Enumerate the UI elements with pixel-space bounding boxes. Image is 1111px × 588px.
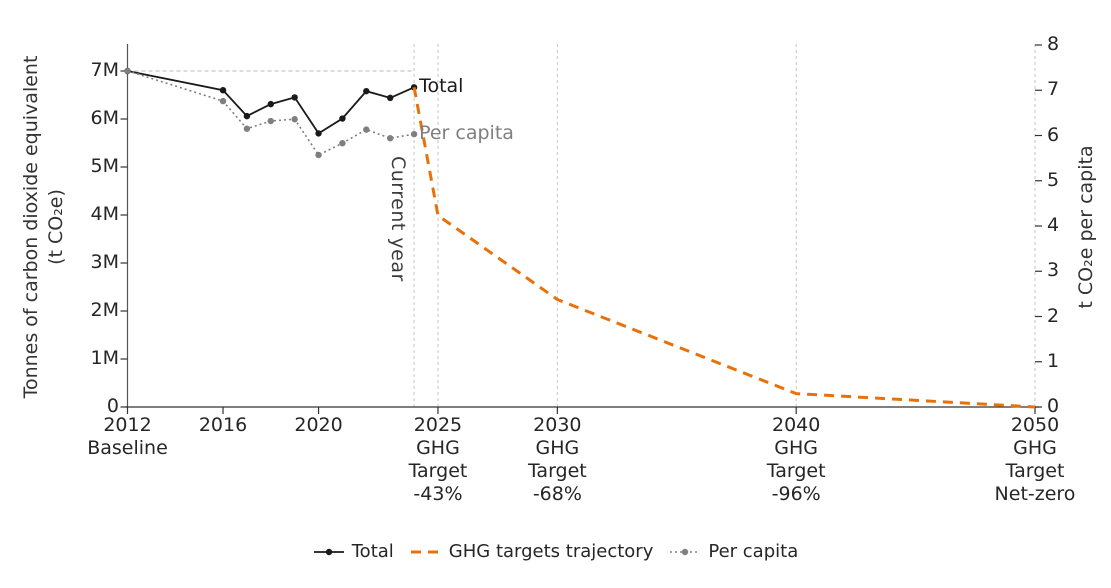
legend-item-ghg-targets-trajectory: GHG targets trajectory — [410, 541, 654, 562]
data-point-marker — [386, 135, 394, 142]
data-point-marker — [339, 139, 346, 147]
x-tick-line: GHG — [1013, 437, 1057, 459]
current-year-label: Current year — [387, 156, 410, 282]
data-point-marker — [315, 151, 322, 159]
x-tick-label-2025: 2025 GHG Target -43% — [358, 414, 518, 506]
x-tick-line: GHG — [535, 437, 580, 459]
x-tick-line: 2016 — [198, 414, 248, 436]
total-line-marker-icon — [313, 548, 344, 555]
x-tick-label-2016: 2016 — [143, 414, 303, 437]
x-tick-line: Net-zero — [994, 483, 1076, 505]
y-left-tick-label: 6M — [90, 107, 119, 129]
x-tick-line: GHG — [774, 437, 819, 459]
legend-item-total: Total — [313, 541, 394, 562]
y-left-tick-label: 0 — [106, 395, 119, 417]
data-point-marker — [410, 130, 418, 138]
y-right-tick-label: 3 — [1047, 259, 1060, 282]
y-right-tick-label: 4 — [1047, 214, 1060, 236]
data-point-marker — [291, 116, 298, 123]
data-point-marker — [291, 94, 298, 101]
x-tick-line: 2050 — [1010, 414, 1060, 436]
dotted-line-marker-icon — [670, 548, 701, 555]
data-point-marker — [219, 87, 227, 94]
per-capita-line-label: Per capita — [419, 122, 514, 145]
legend-label-ghg-targets-trajectory: GHG targets trajectory — [448, 541, 654, 562]
y-left-tick-label: 4M — [90, 203, 119, 225]
y-left-tick-label: 1M — [90, 347, 119, 369]
data-point-marker — [243, 112, 251, 120]
x-tick-label-2040: 2040 GHG Target -96% — [716, 414, 876, 506]
x-tick-label-2020: 2020 — [239, 414, 399, 437]
x-tick-line: Baseline — [87, 437, 168, 459]
data-point-marker — [267, 100, 274, 108]
y-right-tick-label: 7 — [1047, 78, 1060, 101]
x-tick-line: Target — [766, 460, 826, 482]
y-right-tick-label: 1 — [1047, 349, 1060, 372]
left-axis-title-line1: Tonnes of carbon dioxide equivalent — [20, 55, 42, 399]
legend-item-per-capita: Per capita — [669, 541, 798, 562]
legend: Total GHG targets trajectory Per capita — [0, 541, 1111, 562]
x-tick-line: -68% — [532, 483, 582, 505]
data-point-marker — [386, 94, 394, 102]
y-right-tick-label: 0 — [1047, 395, 1060, 417]
right-axis-title: t CO₂e per capita — [1075, 145, 1097, 309]
data-point-marker — [124, 67, 131, 74]
x-tick-line: 2020 — [294, 414, 343, 436]
x-tick-line: 2040 — [771, 414, 821, 436]
total-line-label: Total — [419, 75, 464, 98]
legend-label-per-capita: Per capita — [708, 541, 799, 562]
data-point-marker — [267, 117, 274, 125]
x-tick-label-2050: 2050 GHG Target Net-zero — [955, 414, 1111, 506]
series-line — [127, 70, 415, 157]
data-point-marker — [315, 130, 322, 137]
x-tick-line: -96% — [771, 483, 821, 505]
dashed-line-marker-icon — [410, 550, 441, 553]
series-line — [127, 70, 415, 135]
x-tick-line: Target — [1005, 460, 1065, 482]
y-right-tick-label: 2 — [1047, 304, 1060, 327]
legend-label-total: Total — [351, 541, 394, 562]
data-point-marker — [219, 97, 227, 105]
y-left-tick-label: 3M — [90, 251, 119, 273]
x-tick-line: Target — [408, 460, 468, 482]
y-left-tick-label: 5M — [90, 155, 119, 177]
x-tick-line: 2025 — [413, 414, 463, 436]
data-point-marker — [243, 125, 251, 132]
series-line — [412, 87, 1036, 409]
y-left-tick-label: 7M — [90, 59, 119, 81]
x-tick-label-2030: 2030 GHG Target -68% — [477, 414, 637, 506]
y-right-tick-label: 6 — [1047, 123, 1060, 146]
x-tick-line: 2030 — [533, 414, 582, 436]
data-point-marker — [339, 115, 346, 122]
data-point-marker — [363, 87, 370, 95]
data-point-marker — [363, 126, 370, 133]
x-tick-line: Target — [527, 460, 587, 482]
x-tick-line: GHG — [416, 437, 460, 459]
x-tick-line: -43% — [413, 483, 463, 505]
x-tick-line: 2012 — [103, 414, 152, 436]
y-right-tick-label: 8 — [1047, 33, 1060, 55]
y-left-tick-label: 2M — [90, 299, 119, 321]
y-right-tick-label: 5 — [1047, 168, 1060, 191]
x-tick-label-2012: 2012 Baseline — [48, 414, 208, 460]
